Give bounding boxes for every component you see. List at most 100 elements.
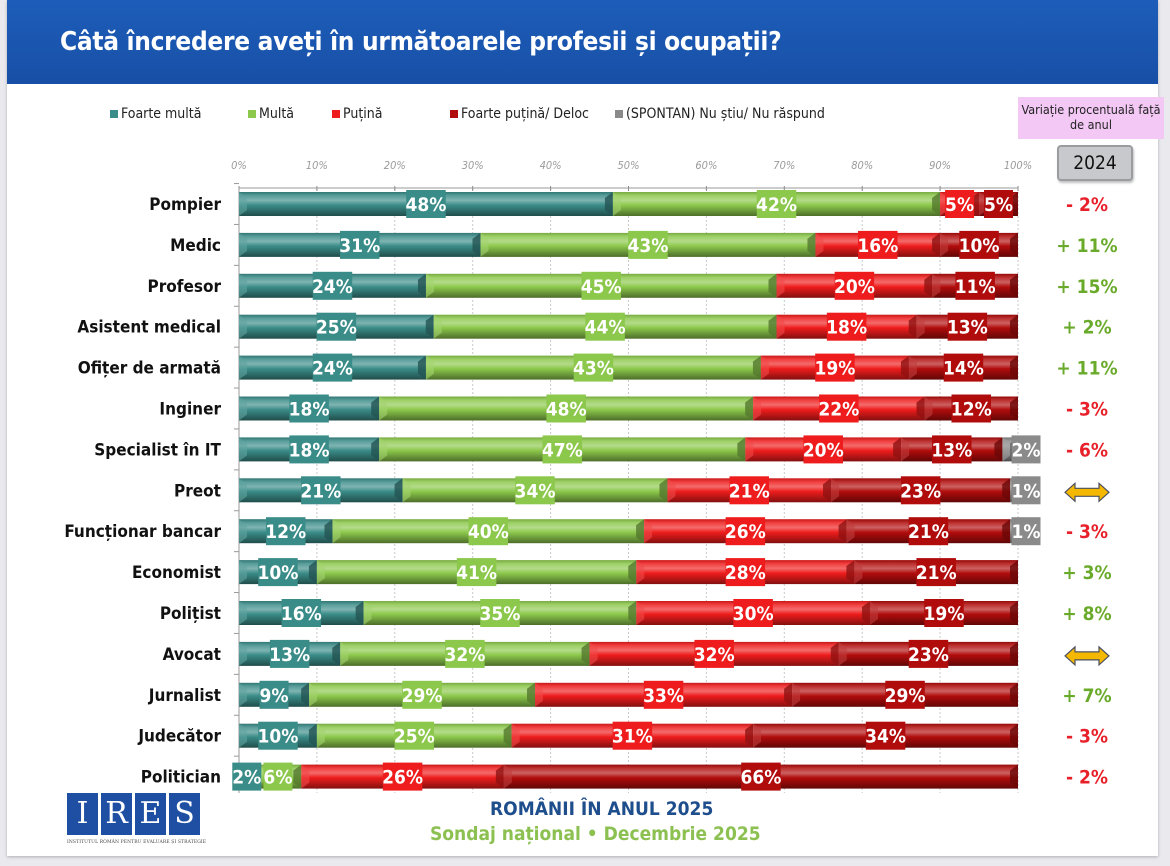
data-label-text: 66% <box>740 767 781 789</box>
data-label-box <box>815 353 855 382</box>
legend-item: Foarte multă <box>110 106 201 122</box>
data-label-box <box>301 476 341 505</box>
page-title: Câtă încredere aveți în următoarele prof… <box>60 27 782 57</box>
bar-bevel <box>753 396 762 421</box>
data-label-text: 20% <box>834 276 875 298</box>
data-label-text: 32% <box>444 644 485 666</box>
data-label: 32% <box>444 639 485 668</box>
legend-swatch <box>110 110 118 118</box>
data-label-text: 30% <box>733 603 774 625</box>
data-label-box <box>515 476 555 505</box>
data-label-box <box>959 230 999 259</box>
bar-bevel <box>612 192 621 216</box>
bar-bevel <box>838 519 847 544</box>
data-label-box <box>834 271 875 300</box>
data-label-box <box>694 639 734 668</box>
data-label: 13% <box>947 312 988 341</box>
data-label: 9% <box>260 680 289 709</box>
data-label-box <box>947 312 988 341</box>
data-label-text: 13% <box>931 439 972 461</box>
data-label-text: 32% <box>694 644 735 666</box>
bar-bevel <box>838 641 847 666</box>
variation-value: + 7% <box>1062 685 1111 707</box>
logo-letter: R <box>101 793 132 835</box>
bar-bevel <box>667 478 676 503</box>
data-label-box <box>263 762 293 791</box>
data-label-box <box>1011 517 1041 546</box>
data-label-text: 34% <box>515 480 556 502</box>
data-label: 13% <box>931 435 972 464</box>
bar-bevel <box>293 764 302 789</box>
bar-bevel <box>581 641 590 666</box>
data-label-box <box>756 190 797 218</box>
data-label-text: 18% <box>289 439 330 461</box>
bar-bevel <box>768 314 777 339</box>
data-label-box <box>258 558 298 587</box>
data-label-text: 19% <box>814 358 855 380</box>
data-label-text: 41% <box>456 562 497 584</box>
data-label: 21% <box>908 517 949 546</box>
data-label: 42% <box>756 190 797 218</box>
variation-value: + 15% <box>1056 276 1117 298</box>
data-label-text: 34% <box>865 726 906 748</box>
x-tick-label: 80% <box>851 159 873 172</box>
bar-bevel <box>301 764 310 789</box>
bar-bevel <box>239 641 247 666</box>
data-label-box <box>984 190 1014 218</box>
bar-bevel <box>1010 396 1018 421</box>
bar-bevel <box>932 273 941 298</box>
bar-bevel <box>425 355 434 380</box>
data-label-box <box>445 639 485 668</box>
data-label-text: 44% <box>585 317 626 339</box>
bar-bevel <box>659 478 668 503</box>
data-label-text: 48% <box>405 194 446 216</box>
bar-bevel <box>239 437 247 462</box>
data-label: 20% <box>834 271 875 300</box>
data-label-text: 47% <box>542 439 583 461</box>
data-label: 16% <box>281 599 322 627</box>
bar-bevel <box>869 601 878 625</box>
bar-bevel <box>239 314 247 339</box>
data-label-box <box>394 721 435 750</box>
data-label: 44% <box>585 312 626 341</box>
variation-value: + 8% <box>1062 603 1111 625</box>
data-label: 6% <box>263 762 293 791</box>
data-label-text: 45% <box>581 276 622 298</box>
data-label-box <box>269 639 310 668</box>
data-label-text: 19% <box>924 603 965 625</box>
logo-letter: I <box>67 793 98 835</box>
data-label-box <box>232 762 262 791</box>
bar-bevel <box>371 396 380 421</box>
bar-bevel <box>908 314 917 339</box>
bar-bevel <box>932 232 941 257</box>
data-label-box <box>542 435 583 464</box>
bar-bevel <box>1010 723 1018 748</box>
data-label: 48% <box>405 190 446 218</box>
bar-bevel <box>628 601 637 625</box>
data-label: 29% <box>402 680 443 709</box>
data-label-box <box>826 312 867 341</box>
data-label-text: 13% <box>947 317 988 339</box>
data-label-text: 10% <box>257 562 298 584</box>
data-label: 21% <box>300 476 341 505</box>
data-label: 41% <box>456 558 497 587</box>
category-label: Judecător <box>137 727 221 747</box>
data-label-box <box>885 680 925 709</box>
legend-swatch <box>332 110 340 118</box>
data-label-box <box>612 721 653 750</box>
data-label: 25% <box>394 721 435 750</box>
data-label-box <box>573 353 614 382</box>
no-change-arrow-icon <box>1064 481 1110 503</box>
data-label-text: 2% <box>232 767 261 789</box>
data-label-text: 21% <box>908 521 949 543</box>
bar-bevel <box>636 560 645 585</box>
data-label-box <box>406 190 446 218</box>
bar-bevel <box>901 437 910 462</box>
bar-bevel <box>1010 764 1018 789</box>
data-label-box <box>289 394 329 423</box>
logo-subtitle: INSTITUTUL ROMÂN PENTRU EVALUARE ȘI STRA… <box>67 840 207 845</box>
category-label: Medic <box>170 236 221 256</box>
data-label: 28% <box>725 558 766 587</box>
data-label-text: 10% <box>959 235 1000 257</box>
variation-value: - 6% <box>1066 439 1108 461</box>
